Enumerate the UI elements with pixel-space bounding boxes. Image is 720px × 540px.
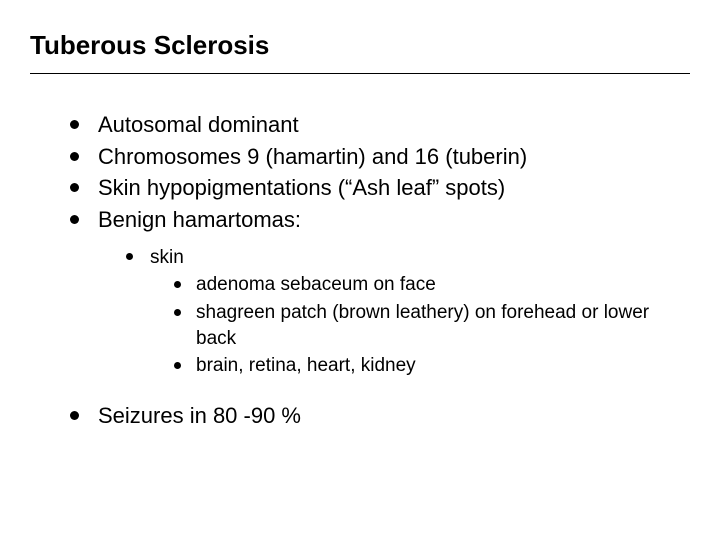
list-item: shagreen patch (brown leathery) on foreh… bbox=[174, 300, 690, 351]
bullet-list-level3: adenoma sebaceum on face shagreen patch … bbox=[174, 272, 690, 379]
list-item: Autosomal dominant bbox=[70, 110, 690, 140]
list-item: brain, retina, heart, kidney bbox=[174, 353, 690, 379]
slide-title: Tuberous Sclerosis bbox=[30, 30, 690, 67]
slide: Tuberous Sclerosis Autosomal dominant Ch… bbox=[0, 0, 720, 540]
spacer bbox=[30, 389, 690, 401]
bullet-list-level1-continued: Seizures in 80 -90 % bbox=[70, 401, 690, 431]
bullet-list-level1: Autosomal dominant Chromosomes 9 (hamart… bbox=[70, 110, 690, 379]
list-item-text: skin bbox=[150, 247, 184, 268]
list-item: adenoma sebaceum on face bbox=[174, 272, 690, 298]
list-item: Chromosomes 9 (hamartin) and 16 (tuberin… bbox=[70, 142, 690, 172]
list-item-text: Benign hamartomas: bbox=[98, 207, 301, 232]
list-item: Seizures in 80 -90 % bbox=[70, 401, 690, 431]
bullet-list-level2: skin adenoma sebaceum on face shagreen p… bbox=[126, 245, 690, 379]
list-item: Skin hypopigmentations (“Ash leaf” spots… bbox=[70, 173, 690, 203]
list-item: Benign hamartomas: skin adenoma sebaceum… bbox=[70, 205, 690, 379]
list-item: skin adenoma sebaceum on face shagreen p… bbox=[126, 245, 690, 379]
title-underline bbox=[30, 73, 690, 74]
